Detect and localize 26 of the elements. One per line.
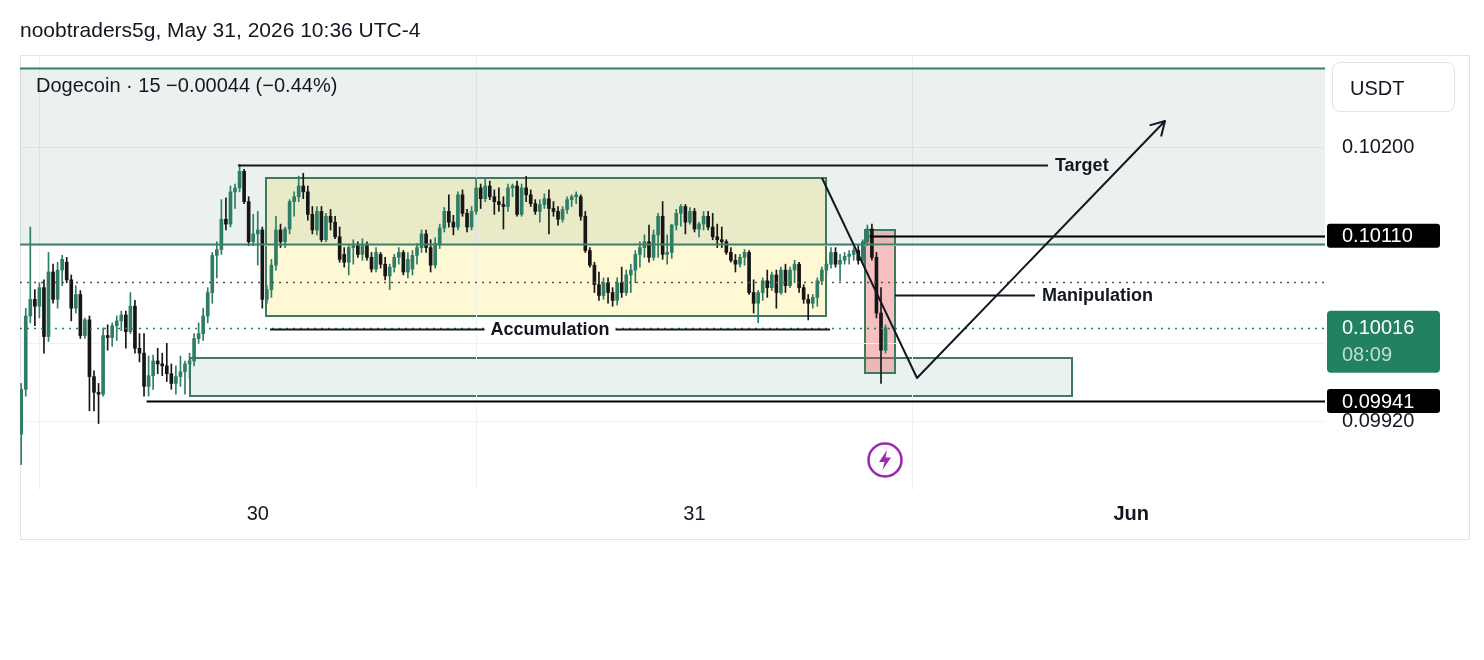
x-tick-label: 31	[683, 501, 706, 524]
ref-line-label: Accumulation	[490, 319, 610, 340]
x-tick-label: Jun	[1113, 501, 1149, 524]
ref-line-label: Manipulation	[1042, 285, 1154, 306]
ref-line-label: 0.10016	[1342, 316, 1415, 339]
x-tick-label: 30	[246, 501, 269, 524]
text: Dogecoin · 15 −0.00044 (−0.44%)	[36, 73, 338, 97]
candlestick	[33, 289, 37, 327]
ref-line-label: Target	[1054, 155, 1109, 176]
ref-line-label: 0.10110	[1342, 224, 1413, 247]
candlestick	[155, 347, 160, 374]
candlestick	[301, 172, 306, 200]
unit-button: USDT	[1332, 62, 1455, 112]
y-tick-label: 0.09920	[1342, 409, 1415, 432]
candlestick	[164, 343, 169, 382]
candlestick	[183, 360, 187, 395]
candlestick	[838, 254, 842, 282]
candlestick	[224, 197, 228, 231]
text: 08:09	[1342, 343, 1393, 366]
y-tick-label: 0.10200	[1342, 135, 1415, 158]
ref-line-label: 0.09941	[1342, 389, 1415, 412]
candlestick	[628, 263, 633, 293]
candlestick	[255, 211, 260, 266]
y-axis-title: USDT	[1350, 76, 1405, 100]
text: noobtraders5g, May 31, 2026 10:36 UTC-4	[20, 17, 421, 43]
candlestick	[233, 183, 237, 209]
